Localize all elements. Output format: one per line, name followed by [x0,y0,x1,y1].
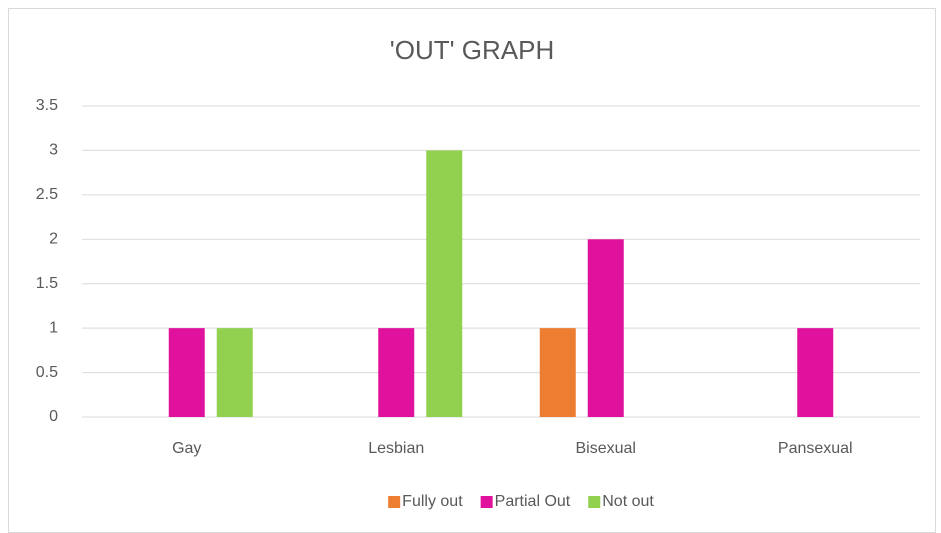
legend-swatch [588,496,601,508]
bar [426,150,463,417]
y-tick-label: 2.5 [36,186,58,203]
y-tick-label: 3 [49,142,58,159]
bar [539,328,576,417]
legend-label: Partial Out [495,493,571,510]
chart-frame [8,8,936,533]
y-tick-label: 0 [49,408,58,425]
x-tick-label: Bisexual [576,440,636,457]
y-tick-label: 3.5 [36,97,58,114]
bar [168,328,205,417]
y-tick-label: 1.5 [36,275,58,292]
bar [797,328,834,417]
legend-label: Fully out [402,493,463,510]
x-tick-label: Gay [172,440,201,457]
legend-label: Not out [602,493,654,510]
chart-title: 'OUT' GRAPH [390,35,555,65]
bar [216,328,253,417]
x-tick-label: Pansexual [778,440,853,457]
legend-swatch [480,496,493,508]
bar [378,328,415,417]
legend-swatch [388,496,401,508]
y-tick-label: 1 [49,319,58,336]
x-tick-label: Lesbian [368,440,424,457]
y-tick-label: 0.5 [36,364,58,381]
y-tick-label: 2 [49,231,58,248]
bar [587,239,624,417]
